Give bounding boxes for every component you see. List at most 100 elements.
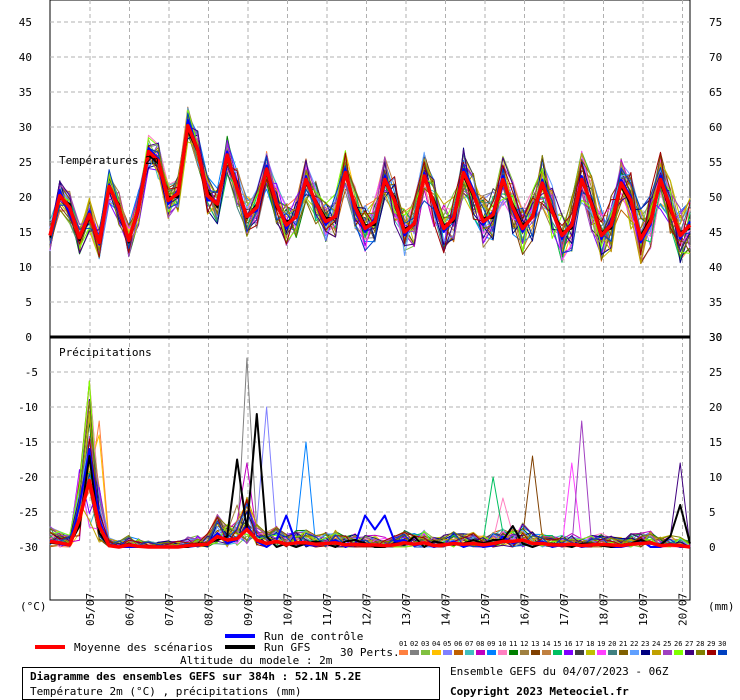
pert-color-swatch xyxy=(564,650,573,655)
pert-color-swatch xyxy=(718,650,727,655)
date-tick-label: 12/07 xyxy=(361,593,374,626)
series-lines xyxy=(48,106,692,549)
date-tick-label: 16/07 xyxy=(519,593,532,626)
temp-right-tick: 50 xyxy=(709,191,722,204)
date-tick-label: 09/07 xyxy=(242,593,255,626)
temp-member-line xyxy=(49,125,691,254)
pert-number: 24 xyxy=(652,640,660,648)
precip-right-tick: 30 xyxy=(709,331,722,344)
pert-number: 27 xyxy=(685,640,693,648)
date-tick-label: 10/07 xyxy=(282,593,295,626)
date-tick-label: 05/07 xyxy=(84,593,97,626)
pert-color-swatch xyxy=(674,650,683,655)
precip-right-tick: 10 xyxy=(709,471,722,484)
pert-color-swatch xyxy=(410,650,419,655)
pert-number: 02 xyxy=(410,640,418,648)
pert-number: 15 xyxy=(553,640,561,648)
precip-right-tick: 25 xyxy=(709,366,722,379)
pert-number: 17 xyxy=(575,640,583,648)
temp-left-tick: 30 xyxy=(19,121,32,134)
temp-right-tick: 30 xyxy=(709,331,722,344)
temp-left-tick: 5 xyxy=(25,296,32,309)
pert-number: 20 xyxy=(608,640,616,648)
pert-color-swatch xyxy=(685,650,694,655)
pert-number: 04 xyxy=(432,640,440,648)
pert-number: 06 xyxy=(454,640,462,648)
pert-color-swatch xyxy=(542,650,551,655)
pert-number: 14 xyxy=(542,640,550,648)
left-unit-label: (°C) xyxy=(20,600,47,613)
pert-number: 01 xyxy=(399,640,407,648)
pert-color-swatch xyxy=(553,650,562,655)
pert-color-swatch xyxy=(520,650,529,655)
temp-left-tick: 40 xyxy=(19,51,32,64)
temp-right-tick: 55 xyxy=(709,156,722,169)
temp-member-line xyxy=(49,120,691,264)
right-unit-label: (mm) xyxy=(708,600,735,613)
temp-right-tick: 65 xyxy=(709,86,722,99)
date-tick-label: 07/07 xyxy=(163,593,176,626)
temp-left-tick: 15 xyxy=(19,226,32,239)
pert-color-swatch xyxy=(630,650,639,655)
pert-number: 10 xyxy=(498,640,506,648)
temp-member-line xyxy=(49,109,691,258)
pert-color-swatch xyxy=(597,650,606,655)
precip-left-tick: -25 xyxy=(18,506,38,519)
temp-right-tick: 45 xyxy=(709,226,722,239)
pert-number: 09 xyxy=(487,640,495,648)
legend-mean-label: Moyenne des scénarios xyxy=(74,641,213,654)
pert-color-swatch xyxy=(663,650,672,655)
pert-color-swatch xyxy=(707,650,716,655)
precip-left-tick: -10 xyxy=(18,401,38,414)
precip-right-tick: 20 xyxy=(709,401,722,414)
pert-number: 05 xyxy=(443,640,451,648)
pert-color-swatch xyxy=(476,650,485,655)
pert-color-swatch xyxy=(619,650,628,655)
pert-number: 30 xyxy=(718,640,726,648)
legend-perts-label: 30 Perts. xyxy=(340,646,400,659)
pert-number: 25 xyxy=(663,640,671,648)
temp-member-line xyxy=(49,129,691,258)
pert-color-swatch xyxy=(586,650,595,655)
date-tick-label: 13/07 xyxy=(400,593,413,626)
precip-right-tick: 5 xyxy=(709,506,716,519)
date-tick-label: 17/07 xyxy=(558,593,571,626)
temp-right-tick: 35 xyxy=(709,296,722,309)
precip-left-tick: -30 xyxy=(18,541,38,554)
precip-left-tick: -20 xyxy=(18,471,38,484)
temp-left-tick: 25 xyxy=(19,156,32,169)
pert-number: 18 xyxy=(586,640,594,648)
pert-color-swatch xyxy=(443,650,452,655)
date-tick-label: 14/07 xyxy=(440,593,453,626)
plot-area xyxy=(49,0,691,601)
altitude-label: Altitude du modele : 2m xyxy=(180,654,333,667)
chart-title: Diagramme des ensembles GEFS sur 384h : … xyxy=(30,670,362,683)
temp-left-tick: 35 xyxy=(19,86,32,99)
date-tick-label: 19/07 xyxy=(637,593,650,626)
date-tick-label: 15/07 xyxy=(479,593,492,626)
temp-right-tick: 60 xyxy=(709,121,722,134)
pert-number: 13 xyxy=(531,640,539,648)
temperature-panel-label: Températures 2m xyxy=(59,154,159,167)
precip-left-tick: -15 xyxy=(18,436,38,449)
date-tick-label: 08/07 xyxy=(203,593,216,626)
copyright: Copyright 2023 Meteociel.fr xyxy=(450,685,629,698)
pert-color-swatch xyxy=(487,650,496,655)
temp-right-tick: 75 xyxy=(709,16,722,29)
legend-control-label: Run de contrôle xyxy=(264,630,363,643)
pert-color-swatch xyxy=(399,650,408,655)
precip-left-tick: -5 xyxy=(25,366,38,379)
pert-number: 16 xyxy=(564,640,572,648)
pert-color-swatch xyxy=(652,650,661,655)
date-tick-label: 06/07 xyxy=(124,593,137,626)
pert-color-swatch xyxy=(608,650,617,655)
pert-number: 26 xyxy=(674,640,682,648)
perturbation-legend: 01 02 03 04 05 06 07 08 09 10 11 12 13 14 15 16 17 18 19 20… xyxy=(399,640,727,655)
pert-number: 22 xyxy=(630,640,638,648)
pert-color-swatch xyxy=(498,650,507,655)
date-tick-label: 18/07 xyxy=(598,593,611,626)
pert-number: 11 xyxy=(509,640,517,648)
precipitation-panel-label: Précipitations xyxy=(59,346,152,359)
pert-number: 07 xyxy=(465,640,473,648)
